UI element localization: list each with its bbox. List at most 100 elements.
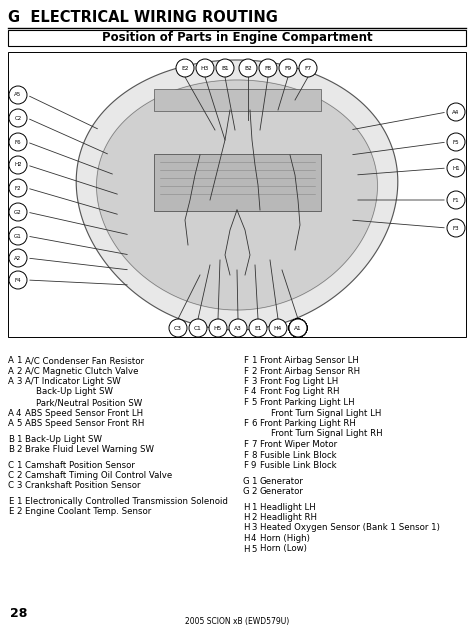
Text: ABS Speed Sensor Front RH: ABS Speed Sensor Front RH <box>25 419 145 428</box>
Text: A5: A5 <box>14 92 22 97</box>
FancyBboxPatch shape <box>154 89 321 111</box>
Text: 28: 28 <box>10 607 27 620</box>
Circle shape <box>289 319 307 337</box>
FancyBboxPatch shape <box>8 30 466 46</box>
Text: Front Turn Signal Light LH: Front Turn Signal Light LH <box>260 408 382 418</box>
Circle shape <box>9 227 27 245</box>
Text: C1: C1 <box>194 325 202 331</box>
Text: F8: F8 <box>264 66 272 71</box>
Text: 2: 2 <box>251 487 256 496</box>
Text: 1: 1 <box>16 356 21 365</box>
Text: 9: 9 <box>251 461 256 470</box>
Text: A: A <box>8 419 14 428</box>
Circle shape <box>447 191 465 209</box>
Text: H2: H2 <box>14 162 22 167</box>
Circle shape <box>169 319 187 337</box>
Text: C: C <box>8 482 14 490</box>
Text: Front Wiper Motor: Front Wiper Motor <box>260 440 337 449</box>
Text: E: E <box>8 497 13 506</box>
Text: Crankshaft Position Sensor: Crankshaft Position Sensor <box>25 482 140 490</box>
Text: Horn (High): Horn (High) <box>260 534 310 543</box>
Text: G: G <box>243 487 250 496</box>
Text: E: E <box>8 507 13 516</box>
Text: F7: F7 <box>304 66 311 71</box>
Text: 5: 5 <box>251 398 256 407</box>
Text: 5: 5 <box>16 419 21 428</box>
Text: 4: 4 <box>251 534 256 543</box>
Circle shape <box>9 156 27 174</box>
Circle shape <box>447 103 465 121</box>
Text: Park/Neutral Position SW: Park/Neutral Position SW <box>25 398 142 407</box>
Text: B: B <box>8 445 14 454</box>
Text: G2: G2 <box>14 209 22 214</box>
Text: 3: 3 <box>16 482 21 490</box>
FancyBboxPatch shape <box>8 52 466 337</box>
Text: F: F <box>243 398 248 407</box>
Text: 2: 2 <box>251 367 256 375</box>
Text: Back-Up Light SW: Back-Up Light SW <box>25 387 113 396</box>
Circle shape <box>209 319 227 337</box>
Text: 2005 SCION xB (EWD579U): 2005 SCION xB (EWD579U) <box>185 617 289 626</box>
Text: 6: 6 <box>251 419 256 428</box>
Text: H: H <box>243 502 249 511</box>
Text: A/T Indicator Light SW: A/T Indicator Light SW <box>25 377 121 386</box>
Text: Front Parking Light LH: Front Parking Light LH <box>260 398 355 407</box>
Text: 1: 1 <box>251 502 256 511</box>
Text: C: C <box>8 471 14 480</box>
Text: Electronically Controlled Transmission Solenoid: Electronically Controlled Transmission S… <box>25 497 228 506</box>
Text: Front Parking Light RH: Front Parking Light RH <box>260 419 356 428</box>
Circle shape <box>9 203 27 221</box>
Text: G: G <box>243 477 250 485</box>
Circle shape <box>269 319 287 337</box>
Text: F: F <box>243 387 248 396</box>
Polygon shape <box>76 60 398 330</box>
Text: 2: 2 <box>16 445 21 454</box>
Circle shape <box>9 133 27 151</box>
Text: Generator: Generator <box>260 477 304 485</box>
Text: Back-Up Light SW: Back-Up Light SW <box>25 435 102 444</box>
Text: Engine Coolant Temp. Sensor: Engine Coolant Temp. Sensor <box>25 507 151 516</box>
Text: A: A <box>8 367 14 375</box>
Text: A: A <box>8 356 14 365</box>
Text: H: H <box>243 513 249 522</box>
Text: A: A <box>8 377 14 386</box>
Text: F: F <box>243 377 248 386</box>
Text: H5: H5 <box>214 325 222 331</box>
Text: 1: 1 <box>251 477 256 485</box>
Text: A4: A4 <box>452 109 460 114</box>
Text: F: F <box>243 451 248 459</box>
Text: ABS Speed Sensor Front LH: ABS Speed Sensor Front LH <box>25 408 143 418</box>
Circle shape <box>9 249 27 267</box>
Text: A2: A2 <box>14 255 22 260</box>
Text: F: F <box>243 356 248 365</box>
Text: Heated Oxygen Sensor (Bank 1 Sensor 1): Heated Oxygen Sensor (Bank 1 Sensor 1) <box>260 523 440 533</box>
Text: Position of Parts in Engine Compartment: Position of Parts in Engine Compartment <box>102 32 372 44</box>
Text: 3: 3 <box>251 523 256 533</box>
Text: B1: B1 <box>221 66 229 71</box>
Text: F2: F2 <box>15 186 21 190</box>
Text: A/C Condenser Fan Resistor: A/C Condenser Fan Resistor <box>25 356 144 365</box>
Text: 7: 7 <box>251 440 256 449</box>
Text: F3: F3 <box>453 226 459 231</box>
Circle shape <box>196 59 214 77</box>
Text: 1: 1 <box>251 356 256 365</box>
Circle shape <box>9 179 27 197</box>
Text: H: H <box>243 523 249 533</box>
Text: Camshaft Timing Oil Control Valve: Camshaft Timing Oil Control Valve <box>25 471 172 480</box>
Text: 3: 3 <box>16 377 21 386</box>
Text: A/C Magnetic Clutch Valve: A/C Magnetic Clutch Valve <box>25 367 138 375</box>
Text: 4: 4 <box>251 387 256 396</box>
Text: Front Fog Light LH: Front Fog Light LH <box>260 377 338 386</box>
Circle shape <box>9 109 27 127</box>
Text: Fusible Link Block: Fusible Link Block <box>260 451 337 459</box>
Polygon shape <box>97 80 377 310</box>
Text: 1: 1 <box>16 435 21 444</box>
Text: H4: H4 <box>274 325 282 331</box>
Text: E1: E1 <box>255 325 262 331</box>
Circle shape <box>299 59 317 77</box>
Circle shape <box>176 59 194 77</box>
Circle shape <box>9 86 27 104</box>
FancyBboxPatch shape <box>154 154 321 211</box>
Text: 2: 2 <box>251 513 256 522</box>
Text: H3: H3 <box>201 66 209 71</box>
